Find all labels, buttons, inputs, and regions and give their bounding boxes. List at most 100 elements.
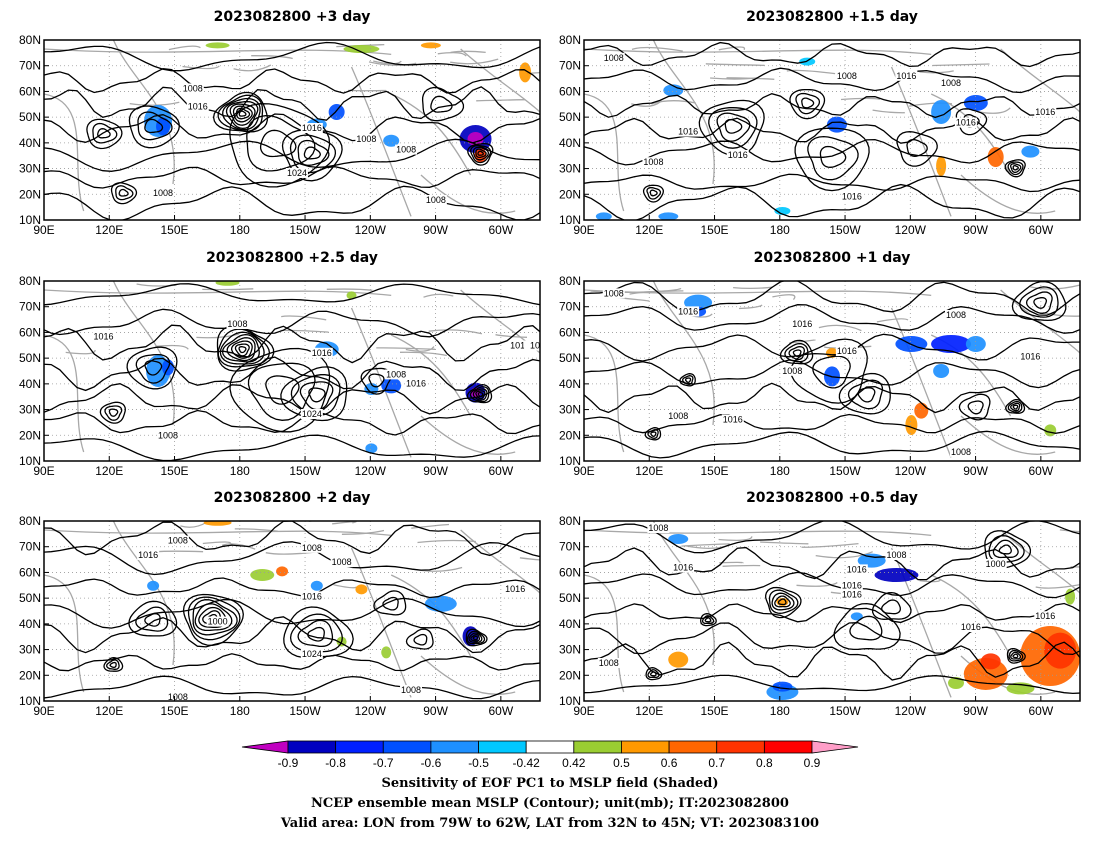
boundary-line (154, 550, 204, 553)
lat-label: 80N (19, 514, 41, 528)
sensitivity-patch (826, 116, 847, 133)
sensitivity-shading (147, 521, 479, 659)
boundary-line (977, 107, 1011, 114)
contour-label-bg (166, 692, 189, 701)
coastline (890, 547, 952, 698)
boundary-line (450, 58, 499, 65)
isobar-closed (299, 381, 334, 411)
isobar-closed (194, 603, 233, 632)
lon-label: 90E (573, 223, 594, 237)
lon-label: 120E (95, 704, 123, 718)
lon-label: 180 (230, 704, 250, 718)
boundary-line (221, 543, 256, 550)
lat-label: 60N (19, 565, 41, 579)
lat-label: 50N (19, 351, 41, 365)
lat-label: 10N (19, 213, 41, 227)
sensitivity-patch (774, 207, 791, 215)
isobar-closed (700, 613, 717, 627)
sensitivity-patch (156, 117, 171, 136)
sensitivity-patch (668, 534, 689, 544)
isobar-closed (92, 122, 118, 144)
boundary-line (872, 109, 905, 114)
coastline (44, 93, 85, 212)
colorbar-segment (668, 740, 718, 754)
boundary-line (423, 293, 454, 298)
lat-label: 70N (19, 540, 41, 554)
isobar-closed (128, 105, 180, 149)
lat-label: 70N (559, 540, 581, 554)
panel-title: 2023082800 +2 day (214, 490, 371, 506)
sensitivity-patch (826, 348, 838, 358)
isobar-closed (216, 325, 275, 372)
isobar-closed (477, 391, 484, 398)
isobar-closed (812, 355, 851, 389)
isobar-closed (684, 377, 692, 383)
isobar-closed (238, 110, 247, 117)
isobar (584, 41, 1080, 68)
contour-label-bg (1019, 351, 1042, 362)
isobar (584, 93, 1080, 119)
lat-label: 20N (559, 668, 581, 682)
isobar-closed (679, 373, 696, 387)
boundary-line (786, 69, 836, 75)
boundary-line (726, 77, 775, 80)
boundary-line (428, 329, 483, 335)
lat-label: 10N (559, 694, 581, 708)
contour-label-bg (385, 369, 408, 380)
contour-label: 1008 (946, 310, 966, 320)
colorbar-tick-label: 0.7 (708, 756, 725, 770)
boundary-line (738, 304, 763, 310)
lat-label: 60N (559, 565, 581, 579)
isobar (44, 409, 540, 436)
boundary-line (932, 63, 990, 67)
contour-label-bg (840, 191, 863, 202)
lon-label: 150W (289, 464, 321, 478)
contour-label: 1016 (728, 150, 748, 160)
lon-label: 150W (289, 704, 321, 718)
boundary-line (399, 351, 447, 357)
contour-label: 1024 (302, 409, 322, 419)
boundary-line (722, 564, 761, 567)
colorbar-tick-label: 0.6 (661, 756, 678, 770)
isobar (584, 521, 1080, 554)
boundary-line (333, 584, 357, 589)
isobar-closed (109, 661, 117, 669)
coastline (960, 415, 1056, 455)
lat-label: 50N (559, 591, 581, 605)
lat-label: 80N (19, 274, 41, 288)
isobar (584, 333, 1080, 362)
coastline (460, 48, 540, 113)
contour-label-bg (895, 70, 918, 81)
isobar-closed (373, 590, 407, 616)
isobar (584, 359, 1080, 389)
isobar-closed (108, 408, 119, 417)
isobar (44, 577, 540, 599)
boundary-line (411, 523, 450, 529)
isobar (584, 641, 1080, 681)
boundary-line (155, 344, 189, 350)
lon-label: 150E (701, 464, 729, 478)
isobar-closed (1019, 286, 1059, 318)
contour-label-bg (330, 557, 353, 568)
contour-label-bg (504, 584, 527, 595)
lat-label: 30N (19, 403, 41, 417)
lon-label: 90E (33, 464, 54, 478)
isobar-closed (128, 600, 178, 637)
sensitivity-patch (936, 156, 947, 176)
lat-label: 60N (19, 84, 41, 98)
lat-label: 60N (19, 325, 41, 339)
lon-label: 150E (701, 223, 729, 237)
panel-frame (583, 39, 1081, 221)
contour-label-bg (726, 150, 749, 160)
contour-label-bg (1034, 611, 1057, 622)
isobar-closed (650, 431, 657, 437)
contour-label: 1016 (406, 378, 426, 388)
boundary-line (651, 100, 696, 105)
contour-label: 1016 (510, 341, 530, 351)
coastline (44, 48, 392, 56)
contour-label-bg (285, 168, 308, 178)
colorbar-tick-label: 0.8 (756, 756, 773, 770)
contour-label: 1016 (842, 590, 862, 600)
isobar-closed (1008, 649, 1024, 662)
isobar-closed (472, 635, 479, 641)
